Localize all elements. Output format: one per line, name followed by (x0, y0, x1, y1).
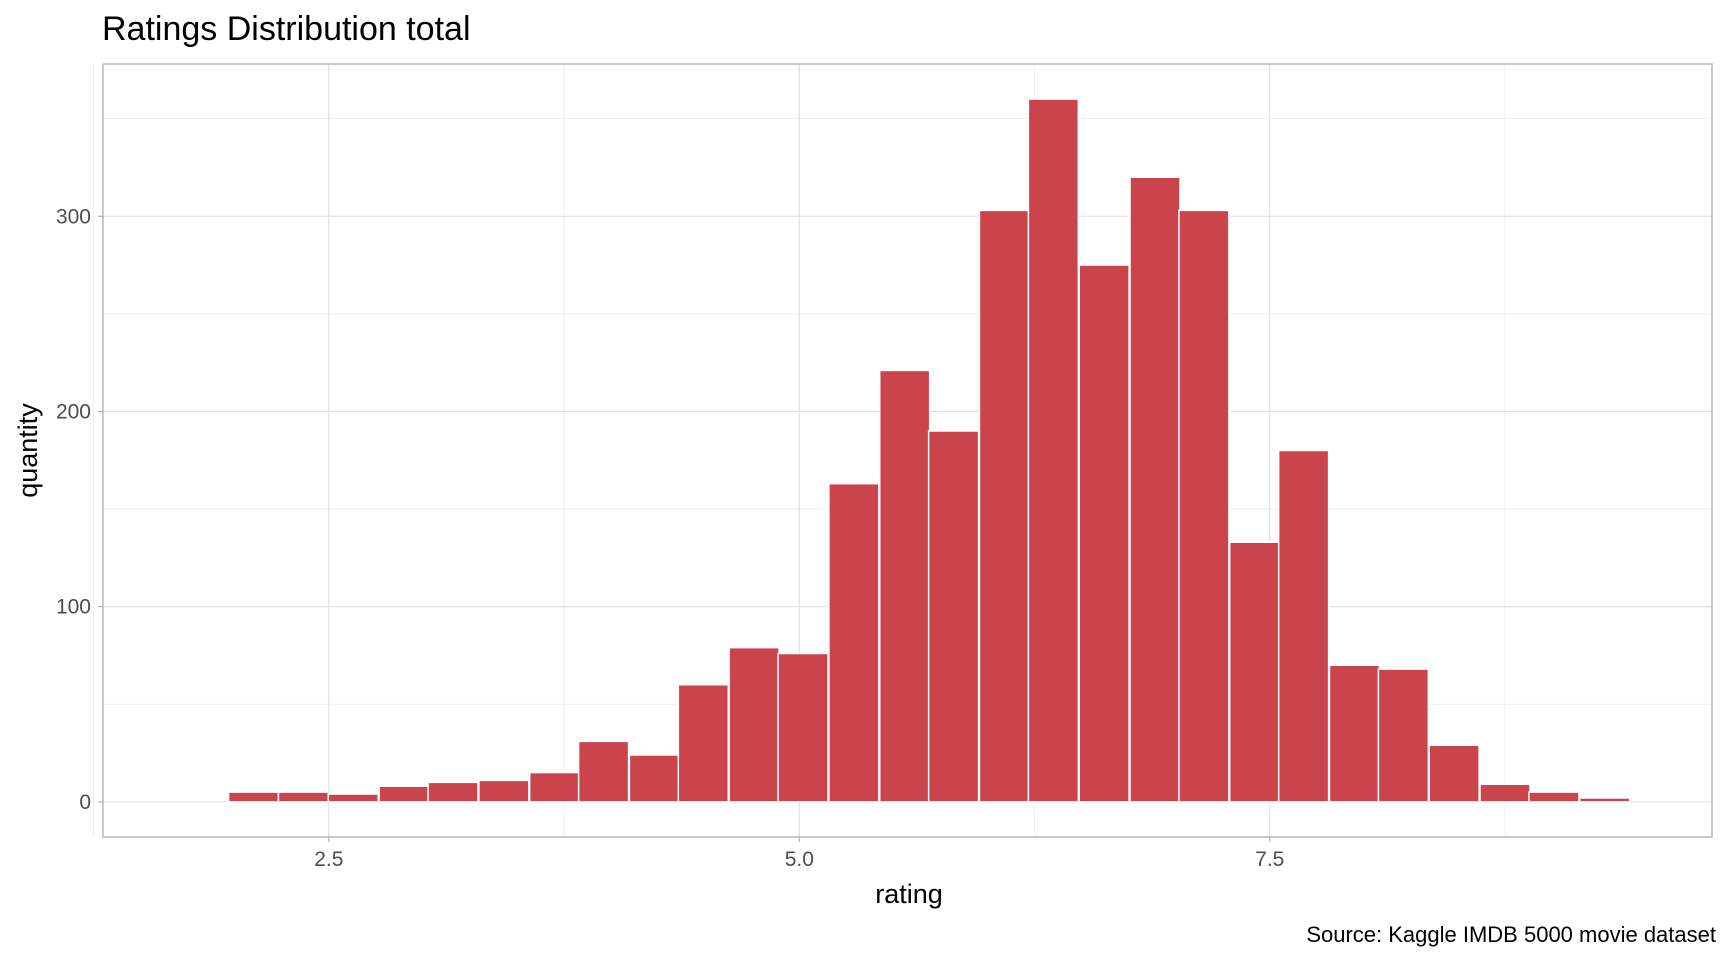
plot-panel (93, 63, 1713, 838)
histogram-bar (1528, 791, 1580, 803)
x-axis-title: rating (875, 879, 943, 909)
histogram-bar (828, 482, 880, 803)
histogram-bar (1178, 209, 1230, 803)
histogram-bar (1479, 783, 1531, 803)
histogram-bar (427, 781, 479, 803)
y-tick-label: 100 (56, 596, 91, 619)
histogram-bar (1027, 98, 1080, 803)
panel-border (102, 63, 1713, 838)
histogram-bar (978, 209, 1031, 803)
y-tick-label: 300 (56, 205, 91, 228)
x-axis: 2.5 5.0 7.5 (314, 837, 1284, 871)
histogram-bar (878, 369, 931, 803)
histogram-bar (378, 785, 430, 803)
x-tick-label: 2.5 (314, 848, 343, 871)
histogram-bar (1377, 668, 1430, 803)
x-tick-label: 5.0 (785, 848, 814, 871)
histogram-bar (577, 740, 630, 803)
histogram-bar (227, 791, 280, 803)
histogram-bar (1328, 664, 1381, 803)
histogram-bar (728, 646, 780, 803)
histogram-bar (478, 779, 530, 803)
chart-caption: Source: Kaggle IMDB 5000 movie dataset (1306, 922, 1716, 947)
y-axis: 0 100 200 300 (56, 205, 103, 814)
y-axis-title: quantity (13, 403, 43, 498)
histogram-bar (1428, 744, 1480, 803)
histogram-bars (227, 98, 1631, 803)
histogram-bar (1078, 264, 1130, 803)
histogram-bar (1579, 797, 1631, 803)
histogram-bar (1228, 541, 1281, 803)
histogram-bar (677, 683, 730, 803)
y-tick-label: 0 (79, 791, 91, 814)
histogram-bar (927, 430, 980, 803)
histogram-bar (1129, 176, 1181, 803)
histogram-bar (277, 791, 330, 803)
histogram-bar (327, 793, 380, 803)
y-tick-label: 200 (56, 400, 91, 423)
histogram-bar (777, 652, 829, 803)
x-tick-label: 7.5 (1255, 848, 1284, 871)
chart-title: Ratings Distribution total (102, 10, 471, 48)
histogram-bar (528, 771, 581, 803)
histogram-bar (628, 754, 681, 803)
histogram-bar (1277, 449, 1330, 803)
